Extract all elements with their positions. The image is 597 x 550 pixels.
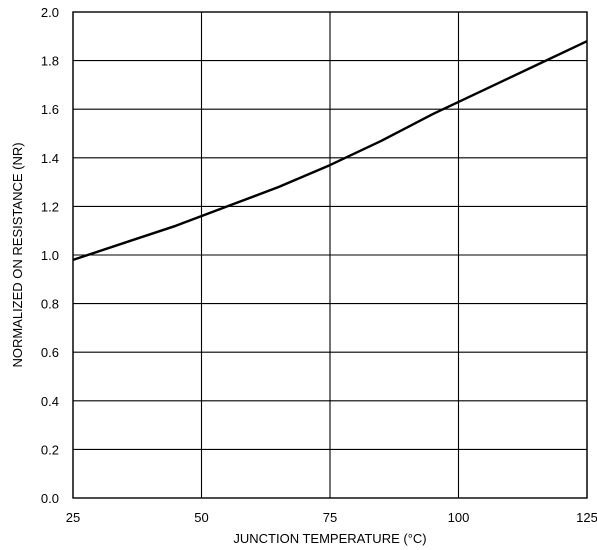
y-tick-label: 0.2	[41, 442, 59, 457]
y-tick-label: 1.8	[41, 54, 59, 69]
y-tick-label: 1.2	[41, 199, 59, 214]
y-tick-label: 0.0	[41, 491, 59, 506]
y-axis-title: NORMALIZED ON RESISTANCE (NR)	[10, 142, 25, 367]
plot-frame	[72, 11, 588, 499]
x-tick-label: 75	[323, 510, 337, 525]
series-line	[72, 40, 588, 262]
grid	[72, 11, 588, 499]
y-tick-label: 0.4	[41, 394, 59, 409]
x-tick-label: 25	[66, 510, 80, 525]
y-tick-label: 1.4	[41, 151, 59, 166]
y-tick-label: 0.8	[41, 297, 59, 312]
tick-labels: 0.0 0.2 0.4 0.6 0.8 1.0 1.2 1.4 1.6 1.8 2.0 25 50 75 1…	[41, 5, 597, 525]
series-layer	[72, 40, 588, 262]
y-tick-label: 2.0	[41, 5, 59, 20]
x-tick-label: 50	[194, 510, 208, 525]
x-axis-title: JUNCTION TEMPERATURE (°C)	[233, 531, 426, 546]
x-tick-label: 100	[448, 510, 470, 525]
y-tick-label: 0.6	[41, 345, 59, 360]
y-tick-label: 1.6	[41, 102, 59, 117]
x-tick-label: 125	[576, 510, 597, 525]
y-tick-label: 1.0	[41, 248, 59, 263]
